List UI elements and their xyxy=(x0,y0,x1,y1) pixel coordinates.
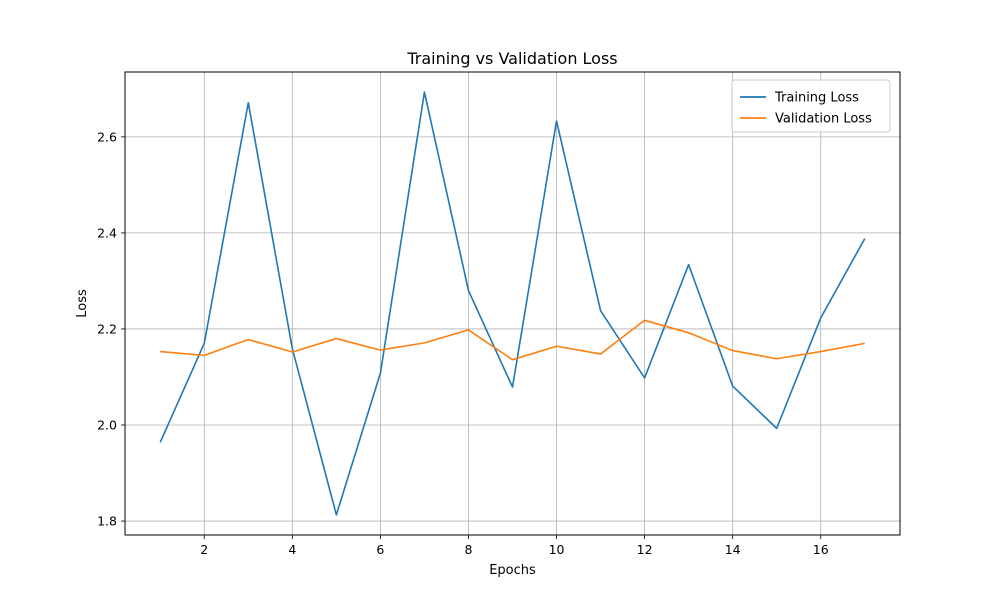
plot-frame xyxy=(124,71,901,536)
grid xyxy=(125,72,900,535)
x-tick-label: 14 xyxy=(725,542,741,557)
series-lines xyxy=(159,91,866,516)
y-tick-label: 2.6 xyxy=(97,129,117,144)
x-tick-label: 4 xyxy=(288,542,296,557)
y-tick-label: 2.0 xyxy=(97,418,117,433)
validation-loss-line xyxy=(160,319,865,361)
legend-box xyxy=(731,79,891,133)
chart-title: Training vs Validation Loss xyxy=(406,49,617,68)
x-tick-label: 6 xyxy=(376,542,384,557)
y-axis-label: Loss xyxy=(75,289,90,318)
x-axis-label: Epochs xyxy=(489,563,536,578)
x-tick-label: 16 xyxy=(813,542,829,557)
y-tick-label: 1.8 xyxy=(97,514,117,529)
x-tick-label: 2 xyxy=(200,542,208,557)
y-tick-label: 2.4 xyxy=(97,225,117,240)
legend: Training Loss Validation Loss xyxy=(731,79,891,133)
training-loss-line xyxy=(159,91,866,516)
x-tick-label: 12 xyxy=(637,542,653,557)
x-tick-label: 8 xyxy=(464,542,472,557)
legend-label-validation-loss: Validation Loss xyxy=(775,112,872,127)
y-tick-label: 2.2 xyxy=(97,321,117,336)
x-tick-label: 10 xyxy=(549,542,565,557)
legend-label-training-loss: Training Loss xyxy=(774,91,859,106)
axis-ticks: 2 4 6 8 10 12 14 16 1.8 2.0 2.2 2.4 2.6 xyxy=(97,129,829,557)
